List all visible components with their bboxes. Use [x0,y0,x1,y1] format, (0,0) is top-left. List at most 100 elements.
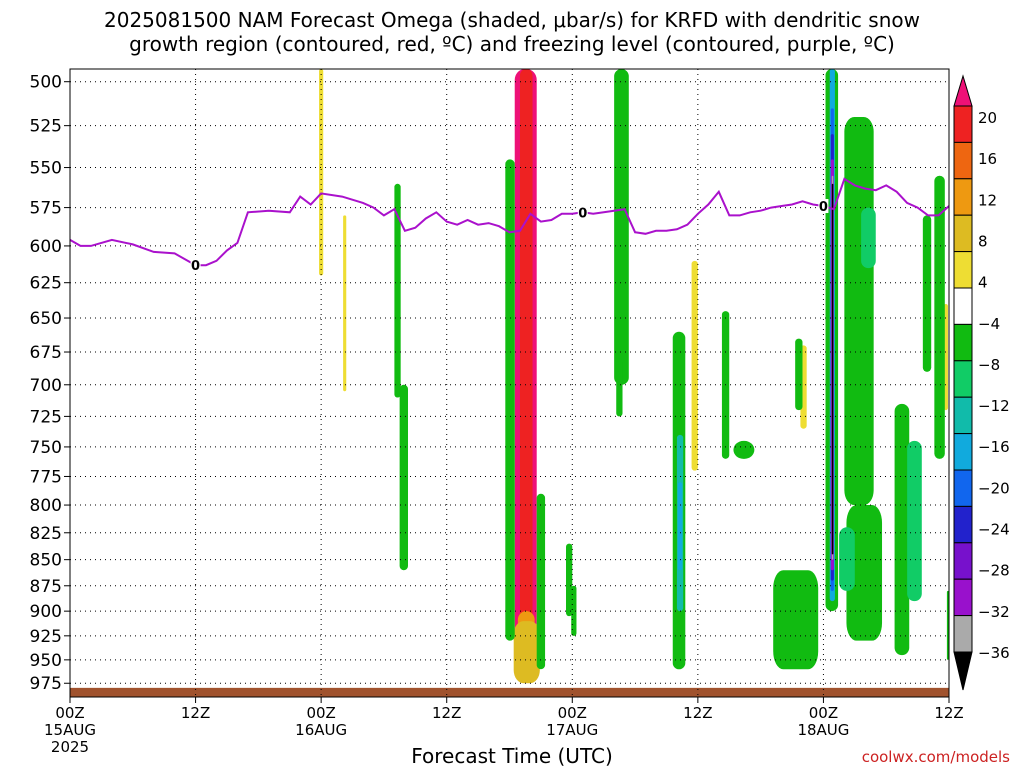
x-tick-date: 15AUG [44,721,96,739]
x-tick-label: 12Z [934,704,963,722]
omega-region-27 [934,175,945,459]
y-tick-label: 525 [30,117,62,137]
colorbar-swatch [953,615,973,653]
omega-region-16 [616,358,623,417]
y-tick-label: 650 [30,309,62,329]
x-tick-date: 17AUG [546,721,598,739]
omega-region-5 [343,215,347,392]
y-tick-label: 625 [30,274,62,294]
y-tick-label: 975 [30,674,62,694]
omega-region-12 [536,493,546,670]
colorbar-swatch [953,178,973,216]
colorbar-swatch [953,505,973,544]
colorbar-swatch [953,396,973,435]
y-tick-label: 500 [30,73,62,93]
y-tick-label: 925 [30,627,62,647]
contour-label-bg [818,199,829,214]
chart-title: 2025081500 NAM Forecast Omega (shaded, μ… [104,8,920,32]
credit-text: coolwx.com/models [861,748,1010,766]
omega-region-8 [943,304,948,411]
colorbar: 20 16 12 8 4 −4 −8 −12 −16 −20 −24 −28 −32 −36 [953,74,1010,691]
colorbar-label: 16 [978,150,997,168]
colorbar-label: −4 [978,315,1000,333]
colorbar-label: 20 [978,109,997,127]
colorbar-swatch [953,469,973,507]
x-tick-year: 2025 [51,738,89,756]
colorbar-label: −8 [978,356,1000,374]
colorbar-label: −36 [978,644,1010,662]
colorbar-swatch [953,323,973,362]
freezing-level-label: 0 [819,200,828,215]
plot-frame [69,68,950,698]
omega-region-31 [839,527,855,591]
omega-region-39 [831,183,834,555]
y-tick-label: 900 [30,602,62,622]
omega-region-4 [319,69,324,276]
omega-region-24 [846,505,883,641]
x-tick-date: 16AUG [295,721,347,739]
colorbar-swatch [953,542,973,580]
omega-region-25 [894,403,910,656]
omega-region-19 [733,440,755,459]
omega-region-26 [922,215,932,372]
chart-subtitle: growth region (contoured, red, ºC) and f… [129,32,895,56]
colorbar-label: −12 [978,397,1010,415]
contour-label-bg [190,258,201,273]
x-tick-label: 12Z [432,704,461,722]
colorbar-label: −28 [978,562,1010,580]
freezing-level-label: 0 [578,206,587,221]
freezing-level-line [70,177,949,267]
ground-strip [70,687,949,697]
omega-region-13 [566,543,573,617]
freezing-level-label: 0 [191,259,200,274]
colorbar-bottom-arrow [953,651,973,691]
x-tick-label: 12Z [683,704,712,722]
colorbar-label: −24 [978,521,1010,539]
y-tick-label: 550 [30,159,62,179]
omega-region-21 [773,570,819,670]
y-tick-label: 775 [30,467,62,487]
omega-region-20 [795,338,803,411]
omega-region-30 [907,440,922,602]
colorbar-swatch [953,251,973,289]
colorbar-swatch [953,214,973,253]
x-tick-label: 00Z [558,704,587,722]
y-tick-label: 575 [30,199,62,219]
terrain-strip [70,687,949,697]
omega-region-28 [946,590,949,660]
colorbar-label: −16 [978,438,1010,456]
colorbar-label: −20 [978,479,1010,497]
omega-region-9 [394,183,401,398]
colorbar-label: 8 [978,232,988,250]
omega-region-23 [844,117,874,506]
omega-region-14 [571,585,577,636]
y-axis: 500 525 550 575 600 625 650 675 700 725 750 775 800 8… [30,73,70,694]
omega-shading [319,69,949,684]
x-tick-label: 00Z [55,704,84,722]
omega-region-33 [677,482,683,571]
y-tick-label: 600 [30,237,62,257]
colorbar-top-arrow [953,74,973,107]
colorbar-swatch [953,578,973,617]
y-tick-label: 875 [30,577,62,597]
omega-region-6 [691,260,698,471]
contour-label-bg [577,205,588,220]
colorbar-label: 12 [978,191,997,209]
x-tick-date: 18AUG [797,721,849,739]
x-axis-label: Forecast Time (UTC) [411,744,613,768]
x-tick-label: 00Z [306,704,335,722]
omega-region-1 [519,69,533,670]
omega-region-15 [614,69,629,385]
x-tick-label: 00Z [809,704,838,722]
omega-region-11 [505,159,515,641]
y-tick-label: 850 [30,551,62,571]
x-tick-label: 12Z [181,704,210,722]
y-tick-label: 725 [30,407,62,427]
y-tick-label: 675 [30,343,62,363]
y-tick-label: 800 [30,496,62,516]
freezing-level-contour: 0 0 0 [70,177,949,274]
y-tick-label: 825 [30,524,62,544]
omega-region-10 [399,384,408,571]
